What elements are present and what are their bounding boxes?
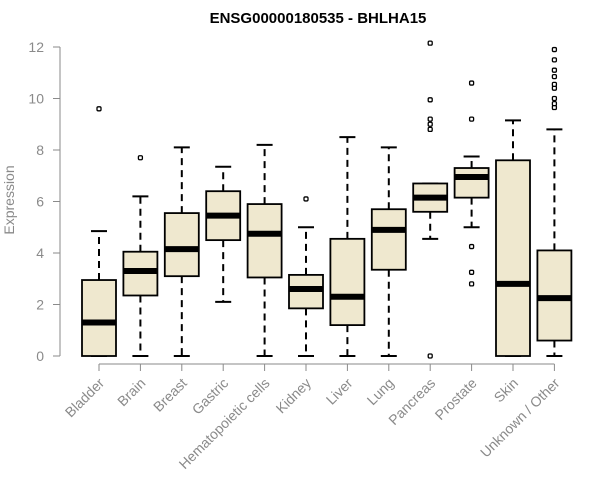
x-tick-label: Lung [364,375,397,408]
outlier-point [468,269,475,275]
outlier-point [427,121,433,127]
outlier-point [551,73,558,80]
box-iqr [329,237,366,326]
x-tick-label: Liver [323,375,356,408]
outlier-point [468,243,475,250]
outlier-point [551,101,558,107]
box-group-breast [163,146,200,357]
box-group-kidney [288,196,324,357]
outlier-point [427,353,433,359]
box-iqr [495,159,531,357]
box-iqr [370,208,407,271]
box-group-brain [122,155,159,357]
box-iqr [81,279,117,357]
outlier-point [303,196,309,202]
outlier-point [427,126,433,133]
outlier-point [137,155,144,161]
box-iqr [246,203,283,279]
box-group-pancreas [412,40,449,359]
x-tick-label: Brain [114,375,148,409]
outlier-point [551,67,558,73]
outlier-point [468,281,475,287]
outlier-point [96,106,102,112]
outlier-point [427,97,433,103]
outlier-point [551,81,558,87]
y-tick-label: 6 [36,194,44,210]
box-group-gastric [205,165,242,303]
outlier-point [427,116,433,122]
box-group-hematopoietic-cells [246,143,283,357]
x-tick-label: Unknown / Other [477,375,563,461]
y-tick-label: 8 [36,142,44,158]
box-group-bladder [81,106,117,357]
y-tick-label: 2 [36,297,44,313]
outlier-point [551,46,558,53]
box-group-prostate [453,80,490,287]
x-tick-label: Kidney [273,375,315,417]
y-axis-label: Expression [1,165,17,234]
chart-title: ENSG00000180535 - BHLHA15 [210,10,427,27]
y-tick-label: 12 [28,39,44,55]
x-tick-label: Prostate [432,375,480,423]
box-group-skin [495,119,531,357]
x-tick-label: Skin [491,375,522,406]
y-tick-label: 10 [28,91,44,107]
y-axis: 0 2 4 6 8 10 12 [28,39,61,364]
box-iqr [163,212,200,278]
box-group-lung [370,146,407,357]
outlier-point [427,40,433,46]
y-tick-label: 4 [36,245,44,261]
box-group-liver [329,136,366,357]
outlier-point [551,57,558,63]
y-tick-label: 0 [36,348,44,364]
outlier-point [551,95,558,102]
x-tick-label: Breast [150,375,190,415]
boxes [81,40,573,359]
outlier-point [468,80,475,86]
box-iqr [453,167,490,199]
outlier-point [468,116,475,122]
x-tick-label: Bladder [62,375,108,421]
box-group-unknown-other [536,46,573,357]
